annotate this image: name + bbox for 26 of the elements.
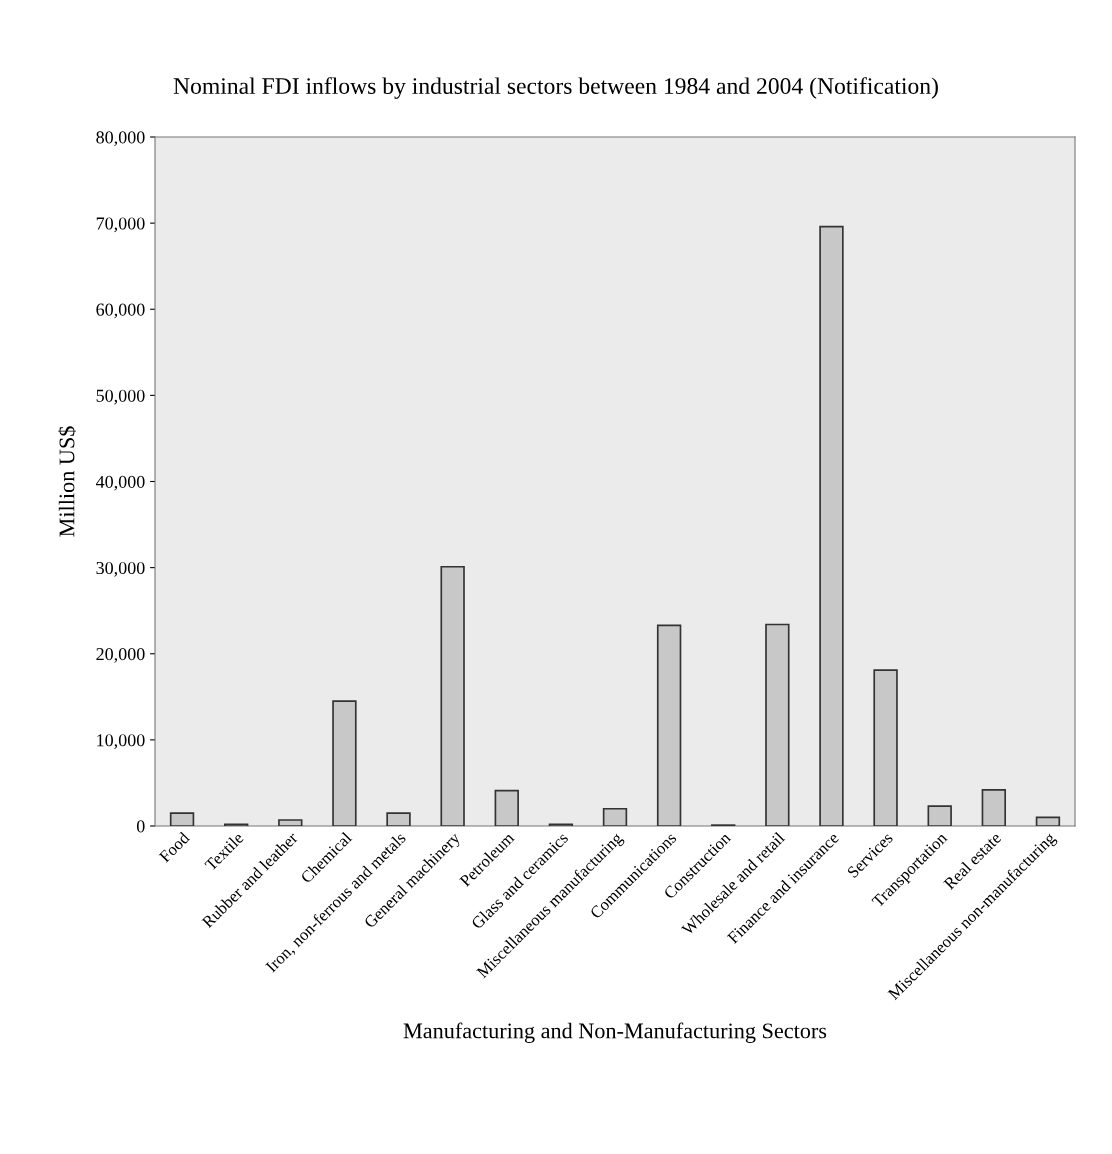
y-tick-label: 80,000 xyxy=(96,131,145,147)
y-tick-label: 20,000 xyxy=(96,648,145,663)
y-tick-label: 40,000 xyxy=(95,475,145,491)
y-tick-label: 70,000 xyxy=(96,217,145,233)
bar xyxy=(494,789,519,826)
bar xyxy=(819,225,844,826)
bar xyxy=(386,812,411,826)
bar xyxy=(927,805,952,826)
bar xyxy=(656,624,682,826)
y-tick-label: 0 xyxy=(136,820,145,833)
bar xyxy=(1035,816,1061,826)
bar xyxy=(440,565,465,826)
bar xyxy=(278,819,303,826)
y-tick-label: 50,000 xyxy=(96,389,145,405)
bar xyxy=(873,669,898,826)
bar xyxy=(169,812,195,826)
bar xyxy=(981,788,1007,826)
bar xyxy=(602,807,628,826)
y-tick-label: 60,000 xyxy=(96,303,145,319)
y-tick-label: 30,000 xyxy=(96,561,145,577)
chart-title: Nominal FDI inflows by industrial sectors between 1984 and 2004 (Notification) xyxy=(173,77,938,99)
x-axis-title: Manufacturing and Non-Manufacturing Sectors xyxy=(403,1022,827,1043)
bar xyxy=(332,700,357,826)
y-axis-title: Million US$ xyxy=(58,426,76,537)
bar xyxy=(765,623,790,826)
y-tick-label: 10,000 xyxy=(97,734,145,749)
